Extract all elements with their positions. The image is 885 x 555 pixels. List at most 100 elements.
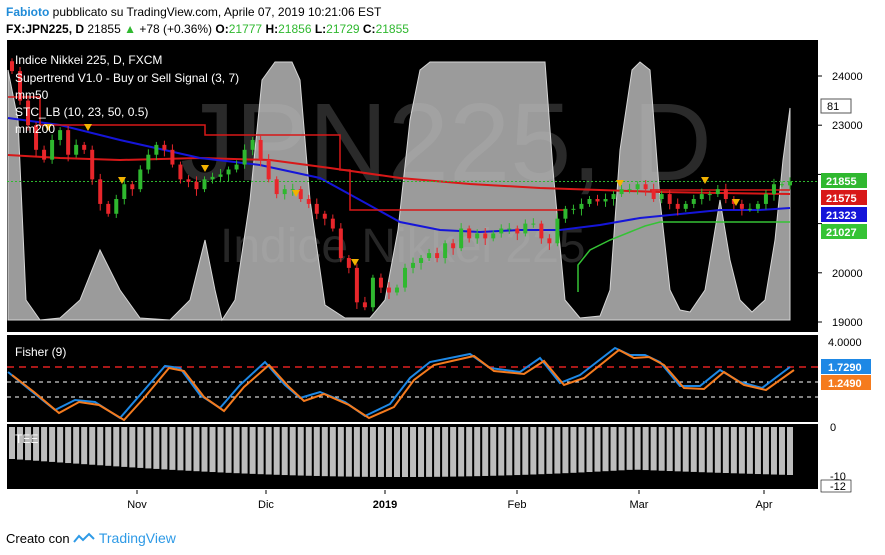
tee-bar: [41, 427, 48, 462]
candle-body: [771, 184, 776, 195]
tee-bar: [33, 427, 40, 461]
candle-body: [539, 223, 544, 239]
candle-body: [154, 144, 159, 155]
sell-signal-marker: [701, 177, 709, 184]
price-label-box: [821, 190, 867, 205]
author-name[interactable]: Fabioto: [6, 5, 50, 19]
tee-bar: [666, 427, 673, 472]
candle-body: [90, 149, 95, 180]
tee-tick-label: 0: [830, 422, 836, 434]
legend-item: mm50: [15, 88, 49, 102]
created-with: Creato con: [6, 531, 70, 546]
tee-bar: [482, 427, 489, 476]
candle-body: [755, 203, 760, 209]
tee-bar: [225, 427, 232, 473]
candle-body: [475, 233, 480, 239]
tee-bar: [594, 427, 601, 472]
candle-body: [563, 208, 568, 219]
tee-bar: [458, 427, 465, 477]
mm200-line: [7, 154, 791, 195]
tee-bar: [698, 427, 705, 473]
candle-body: [603, 199, 608, 202]
tee-bar: [345, 427, 352, 477]
fisher-tick-label: 4.0000: [828, 337, 862, 349]
candle-body: [346, 258, 351, 268]
tee-bar: [754, 427, 761, 475]
candle-body: [314, 203, 319, 214]
stc-label-value: 81: [827, 101, 839, 113]
fisher-signal-value: 1.2490: [828, 378, 862, 390]
open-label: O:: [215, 22, 229, 36]
tee-bar: [257, 427, 264, 475]
candle-body: [74, 144, 79, 155]
tee-bar: [153, 427, 160, 469]
tee-bar: [762, 427, 769, 475]
tee-bar: [121, 427, 128, 467]
candle-body: [378, 277, 383, 288]
tee-bar: [474, 427, 481, 477]
candle-body: [290, 189, 295, 191]
tee-bar: [562, 427, 569, 474]
tee-bar: [434, 427, 441, 477]
candle-body: [194, 181, 199, 190]
tee-bar: [426, 427, 433, 477]
tee-bar: [329, 427, 336, 477]
candle-body: [226, 169, 231, 175]
candle-body: [322, 213, 327, 219]
candle-body: [555, 218, 560, 244]
tee-bar: [410, 427, 417, 477]
tee-bar: [17, 427, 24, 460]
x-tick-label: Mar: [630, 499, 649, 511]
candle-body: [266, 159, 271, 180]
chart-title: Indice Nikkei 225, D, FXCM: [15, 53, 162, 67]
tee-bar: [554, 427, 561, 474]
candle-body: [274, 179, 279, 195]
candle-body: [354, 267, 359, 303]
symbol: FX:JPN225, D: [6, 22, 85, 36]
sell-signal-marker: [44, 124, 52, 131]
candle-body: [186, 179, 191, 182]
tee-bar: [650, 427, 657, 471]
tee-bar: [25, 427, 32, 461]
fisher-value: 1.7290: [828, 362, 862, 374]
candle-body: [258, 139, 263, 160]
candle-body: [58, 130, 63, 140]
candle-body: [218, 174, 223, 177]
legend-item: Supertrend V1.0 - Buy or Sell Signal (3,…: [15, 71, 239, 85]
sell-signal-marker: [84, 124, 92, 131]
tradingview-logo-icon[interactable]: [73, 532, 95, 544]
tee-bar: [706, 427, 713, 473]
candle-body: [443, 243, 448, 259]
candle-body: [499, 228, 504, 234]
candle-body: [403, 267, 408, 288]
tee-bar: [570, 427, 577, 473]
candle-body: [651, 189, 656, 199]
price-label-box: [821, 173, 867, 188]
price-label-box: [821, 207, 867, 222]
tee-bar: [233, 427, 240, 474]
footer: Creato con TradingView: [6, 530, 176, 546]
tee-bar: [402, 427, 409, 477]
tee-bar: [506, 427, 513, 476]
tee-bar: [642, 427, 649, 471]
stc-area: [7, 61, 791, 322]
candle-body: [547, 238, 552, 244]
close-value: 21855: [375, 22, 409, 36]
close-label: C:: [362, 22, 376, 36]
tee-bar: [185, 427, 192, 471]
fisher-value-box: [821, 359, 871, 374]
candle-body: [507, 228, 512, 230]
candle-body: [788, 181, 792, 186]
x-tick-label: Dic: [258, 499, 274, 511]
tee-bar: [337, 427, 344, 477]
price-label-value: 21323: [826, 210, 857, 222]
tee-bar: [241, 427, 248, 474]
tradingview-brand[interactable]: TradingView: [98, 530, 176, 546]
tee-title: TEE: [15, 432, 38, 446]
tee-bar: [65, 427, 72, 464]
candle-body: [411, 262, 416, 268]
tee-bar: [353, 427, 360, 477]
tee-bar: [217, 427, 224, 473]
candle-body: [675, 203, 680, 209]
